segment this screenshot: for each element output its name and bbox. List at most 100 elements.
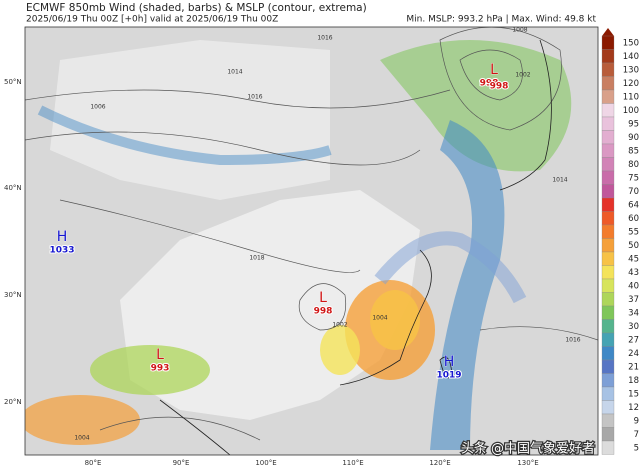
- stats: Min. MSLP: 993.2 hPa | Max. Wind: 49.8 k…: [406, 15, 596, 25]
- colorbar-label: 85: [628, 146, 639, 156]
- lon-label: 100°E: [255, 459, 276, 467]
- center-type: L: [490, 62, 498, 78]
- colorbar-cell: [601, 332, 615, 347]
- colorbar-cell: [601, 305, 615, 320]
- colorbar-label: 90: [628, 133, 639, 143]
- colorbar-cell: [601, 278, 615, 293]
- colorbar-cell: [601, 130, 615, 145]
- colorbar-label: 140: [623, 52, 639, 62]
- wind-shade: [430, 120, 505, 450]
- colorbar-cell: [601, 359, 615, 374]
- colorbar-cell: [601, 62, 615, 77]
- colorbar-label: 21: [628, 362, 639, 372]
- colorbar-label: 7: [634, 430, 639, 440]
- colorbar-cap: [602, 28, 614, 36]
- isobar-label: 1006: [90, 104, 105, 111]
- isobar-label: 1016: [247, 94, 262, 101]
- colorbar-cell: [601, 89, 615, 104]
- colorbar-label: 150: [623, 38, 639, 48]
- colorbar-label: 27: [628, 335, 639, 345]
- lon-label: 120°E: [429, 459, 450, 467]
- center-value: 1033: [49, 246, 74, 256]
- colorbar-label: 34: [628, 308, 639, 318]
- colorbar-label: 24: [628, 349, 639, 359]
- colorbar-cell: [601, 346, 615, 361]
- wind-shade: [374, 231, 527, 304]
- colorbar-label: 75: [628, 173, 639, 183]
- colorbar-label: 30: [628, 322, 639, 332]
- colorbar-label: 45: [628, 254, 639, 264]
- wind-shade: [320, 325, 360, 375]
- colorbar-cell: [601, 197, 615, 212]
- center-value: 1019: [436, 371, 461, 381]
- colorbar-label: 37: [628, 295, 639, 305]
- isobar-label: 1008: [512, 27, 527, 34]
- colorbar-cell: [601, 35, 615, 50]
- colorbar-label: 40: [628, 281, 639, 291]
- colorbar-label: 95: [628, 119, 639, 129]
- colorbar-label: 15: [628, 389, 639, 399]
- colorbar-label: 130: [623, 65, 639, 75]
- colorbar-cell: [601, 427, 615, 442]
- colorbar-label: 64: [628, 200, 639, 210]
- isobar-label: 1004: [372, 315, 387, 322]
- isobars: [25, 27, 598, 441]
- colorbar-label: 18: [628, 376, 639, 386]
- colorbar-cell: [601, 49, 615, 64]
- lon-label: 80°E: [85, 459, 102, 467]
- center-value: 998: [490, 82, 509, 92]
- wind-shade: [90, 345, 210, 395]
- colorbar-label: 43: [628, 268, 639, 278]
- colorbar-label: 9: [634, 416, 639, 426]
- colorbar-cell: [601, 184, 615, 199]
- colorbar-label: 80: [628, 160, 639, 170]
- colorbar-cell: [601, 292, 615, 307]
- lon-label: 110°E: [342, 459, 363, 467]
- center-value: 993: [151, 364, 170, 374]
- colorbar-label: 55: [628, 227, 639, 237]
- isobar-label: 1002: [332, 322, 347, 329]
- center-type: H: [57, 229, 68, 245]
- watermark: 头条 @中国气象爱好者: [461, 441, 595, 457]
- colorbar-cell: [601, 170, 615, 185]
- colorbar-cell: [601, 224, 615, 239]
- colorbar-label: 5: [634, 443, 639, 453]
- center-type: L: [156, 347, 164, 363]
- wind-shade: [370, 290, 420, 350]
- isobar-label: 1004: [74, 435, 89, 442]
- colorbar-label: 50: [628, 241, 639, 251]
- colorbar-cell: [601, 238, 615, 253]
- center-value: 998: [314, 307, 333, 317]
- wind-shade: [380, 40, 572, 172]
- colorbar-label: 120: [623, 79, 639, 89]
- lat-label: 20°N: [4, 398, 22, 406]
- center-value: 998: [480, 79, 499, 89]
- lat-label: 30°N: [4, 291, 22, 299]
- colorbar-cell: [601, 211, 615, 226]
- wind-shade: [25, 395, 140, 445]
- colorbar-label: 12: [628, 403, 639, 413]
- lon-label: 90°E: [173, 459, 190, 467]
- colorbar-cell: [601, 400, 615, 415]
- isobar-label: 1018: [249, 255, 264, 262]
- colorbar-cell: [601, 143, 615, 158]
- colorbar-cell: [601, 413, 615, 428]
- isobar-label: 1014: [227, 69, 242, 76]
- colorbar-label: 100: [623, 106, 639, 116]
- colorbar-cell: [601, 116, 615, 131]
- colorbar-label: 60: [628, 214, 639, 224]
- map-area: [25, 27, 598, 455]
- lat-label: 50°N: [4, 78, 22, 86]
- title: ECMWF 850mb Wind (shaded, barbs) & MSLP …: [26, 2, 367, 14]
- center-type: H: [444, 354, 455, 370]
- land-area: [50, 40, 330, 200]
- colorbar-label: 110: [623, 92, 639, 102]
- isobar-label: 1016: [565, 337, 580, 344]
- colorbar-cell: [601, 76, 615, 91]
- isobar-label: 1014: [552, 177, 567, 184]
- lon-label: 130°E: [517, 459, 538, 467]
- coastlines: [159, 39, 552, 455]
- colorbar-cell: [601, 265, 615, 280]
